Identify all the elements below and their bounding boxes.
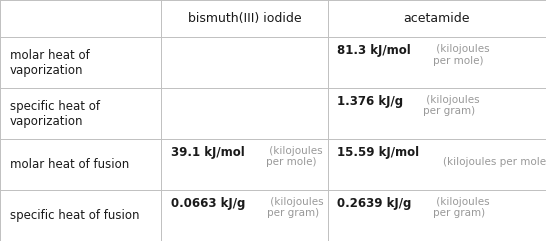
Text: (kilojoules
per gram): (kilojoules per gram)	[434, 197, 490, 218]
Text: (kilojoules
per mole): (kilojoules per mole)	[432, 44, 489, 66]
Text: 1.376 kJ/g: 1.376 kJ/g	[337, 95, 403, 108]
Text: 39.1 kJ/mol: 39.1 kJ/mol	[171, 146, 245, 159]
Text: (kilojoules
per mole): (kilojoules per mole)	[266, 146, 323, 167]
Text: 81.3 kJ/mol: 81.3 kJ/mol	[337, 44, 411, 57]
Text: 0.2639 kJ/g: 0.2639 kJ/g	[337, 197, 412, 210]
Text: (kilojoules per mole): (kilojoules per mole)	[443, 146, 546, 167]
Text: (kilojoules
per gram): (kilojoules per gram)	[267, 197, 323, 218]
Text: bismuth(III) iodide: bismuth(III) iodide	[187, 12, 301, 25]
Text: molar heat of fusion: molar heat of fusion	[10, 158, 129, 171]
Text: 0.0663 kJ/g: 0.0663 kJ/g	[171, 197, 245, 210]
Text: 15.59 kJ/mol: 15.59 kJ/mol	[337, 146, 419, 159]
Text: (kilojoules
per gram): (kilojoules per gram)	[423, 95, 479, 116]
Text: acetamide: acetamide	[403, 12, 470, 25]
Text: molar heat of
vaporization: molar heat of vaporization	[10, 49, 90, 77]
Text: specific heat of fusion: specific heat of fusion	[10, 209, 139, 222]
Text: specific heat of
vaporization: specific heat of vaporization	[10, 100, 100, 128]
